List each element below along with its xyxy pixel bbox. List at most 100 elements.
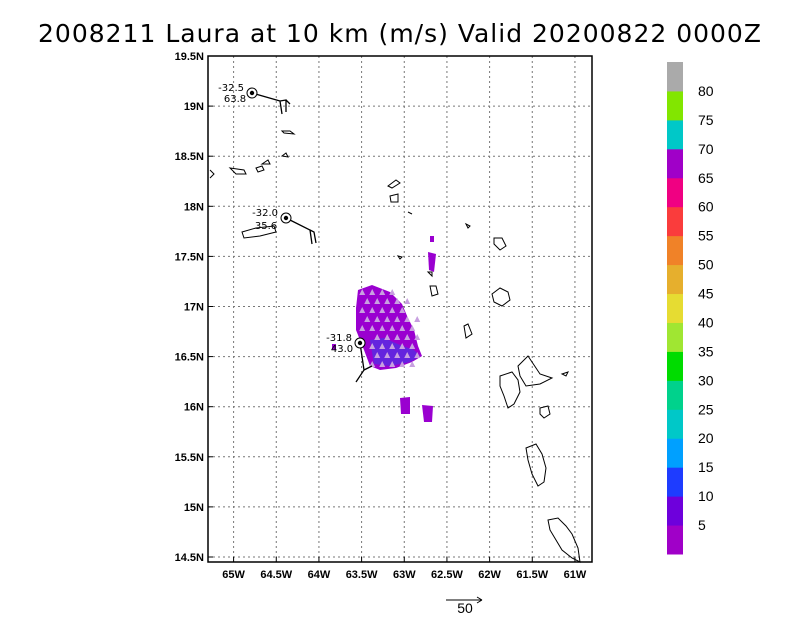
lat-tick-label-5: 17N (184, 301, 204, 313)
wind-swath-dot-1 (430, 236, 434, 242)
colorbar-segment-14 (667, 119, 683, 150)
wind-vector-mark-25 (409, 325, 416, 331)
vector-scale-arrowhead (476, 596, 483, 604)
lon-tick-label-0: 65W (222, 569, 245, 581)
track-temp-1: -32.5 (218, 83, 244, 94)
lon-tick-label-6: 62W (478, 569, 501, 581)
wind-swath-dot-2 (332, 344, 336, 350)
wind-vector-mark-10 (369, 307, 376, 313)
colorbar-segment-0 (667, 525, 683, 555)
graticule (208, 55, 592, 562)
wind-vector-mark-35 (409, 343, 416, 349)
colorbar-label-11: 60 (698, 199, 714, 215)
storm-symbol-core-1 (249, 90, 255, 96)
colorbar-segment-5 (667, 380, 683, 410)
colorbar-label-1: 10 (698, 488, 714, 504)
wind-vector-mark-33 (389, 343, 396, 349)
wind-vector-mark-7 (394, 298, 401, 304)
wind-vector-marks (359, 289, 421, 367)
wind-vector-mark-28 (394, 334, 401, 340)
lat-tick-label-3: 18N (184, 201, 204, 213)
track-point-1: -32.5 63.8 (218, 83, 291, 115)
colorbar-label-7: 40 (698, 314, 714, 330)
colorbar-label-8: 45 (698, 286, 714, 302)
wind-vector-mark-41 (369, 361, 376, 367)
wind-swath-blob-3 (428, 252, 436, 272)
wind-vector-mark-22 (379, 325, 386, 331)
coast-anguilla (387, 179, 401, 189)
wind-vector-mark-29 (404, 334, 411, 340)
coast-st-croix (241, 225, 277, 239)
colorbar-label-13: 70 (698, 141, 714, 157)
coast-antigua (493, 237, 507, 251)
colorbar-label-3: 20 (698, 430, 714, 446)
track-value-3: 43.0 (331, 344, 353, 355)
wind-vector-mark-26 (374, 334, 381, 340)
wind-vector-mark-43 (389, 361, 396, 367)
wind-vector-mark-36 (374, 352, 381, 358)
wind-vector-mark-14 (364, 316, 371, 322)
wind-barb-1 (251, 92, 291, 115)
wind-vector-mark-39 (404, 352, 411, 358)
lon-tick-label-3: 63.5W (346, 569, 378, 581)
coast-dominica (525, 443, 547, 487)
lon-tick-label-2: 64W (308, 569, 331, 581)
lon-tick-label-5: 62.5W (431, 569, 463, 581)
colorbar-segment-1 (667, 496, 683, 526)
wind-swath-blob-1 (400, 397, 410, 414)
colorbar-segment-12 (667, 177, 683, 208)
wind-vector-mark-32 (379, 343, 386, 349)
coast-marie-galante (539, 405, 551, 419)
coast-st-kitts (426, 271, 433, 278)
colorbar-segment-11 (667, 206, 683, 237)
wind-vector-mark-42 (379, 361, 386, 367)
wind-vector-mark-34 (399, 343, 406, 349)
axis-ticks: 65W 64.5W 64W 63.5W 63W 62.5W 62W 61.5W 61W 19.5N… (175, 51, 587, 581)
lon-tick-label-4: 63W (393, 569, 416, 581)
wind-vector-mark-1 (369, 289, 376, 295)
wind-vector-mark-12 (389, 307, 396, 313)
wind-vector-mark-44 (399, 361, 406, 367)
colorbar-segment-7 (667, 322, 683, 352)
colorbar-label-6: 35 (698, 343, 714, 359)
storm-symbol-core-3 (357, 340, 363, 346)
wind-vector-mark-6 (384, 298, 391, 304)
wind-vector-mark-15 (374, 316, 381, 322)
coast-martinique (547, 517, 581, 563)
colorbar-segment-16 (667, 62, 683, 92)
coast-guadeloupe (499, 355, 554, 409)
wind-vector-mark-0 (359, 289, 366, 295)
lat-tick-label-0: 19.5N (175, 51, 204, 63)
figure-title: 2008211 Laura at 10 km (m/s) Valid 20200… (38, 19, 762, 48)
wind-barb-3 (355, 342, 373, 383)
wind-vector-mark-37 (384, 352, 391, 358)
wind-vector-mark-16 (384, 316, 391, 322)
colorbar-label-4: 25 (698, 401, 714, 417)
vector-scale-label: 50 (457, 600, 473, 616)
coast-puerto-rico-east (209, 169, 215, 179)
wind-vector-mark-3 (389, 289, 396, 295)
coast-culebra (228, 167, 247, 175)
vector-scale: 50 (446, 596, 483, 616)
lat-tick-label-10: 14.5N (175, 552, 204, 564)
wind-vector-mark-38 (394, 352, 401, 358)
lat-tick-label-2: 18.5N (175, 151, 204, 163)
colorbar-segment-2 (667, 467, 683, 497)
colorbar-segment-8 (667, 293, 683, 323)
wind-barb-2 (285, 217, 317, 245)
map-frame (207, 55, 593, 563)
coast-nevis (429, 285, 439, 297)
coast-st-thomas (255, 165, 265, 173)
storm-symbol-core-2 (283, 215, 289, 221)
wind-swath (332, 236, 436, 422)
wind-vector-mark-19 (414, 316, 421, 322)
track-temp-3: -31.8 (326, 333, 352, 344)
wind-vector-mark-5 (374, 298, 381, 304)
wind-vector-mark-45 (409, 361, 416, 367)
wind-swath-blob-2 (422, 405, 433, 422)
coast-anegada (280, 130, 296, 135)
track-point-2: -32.0 35.6 (252, 208, 317, 245)
colorbar-label-14: 75 (698, 112, 714, 128)
track-temp-2: -32.0 (252, 208, 278, 219)
